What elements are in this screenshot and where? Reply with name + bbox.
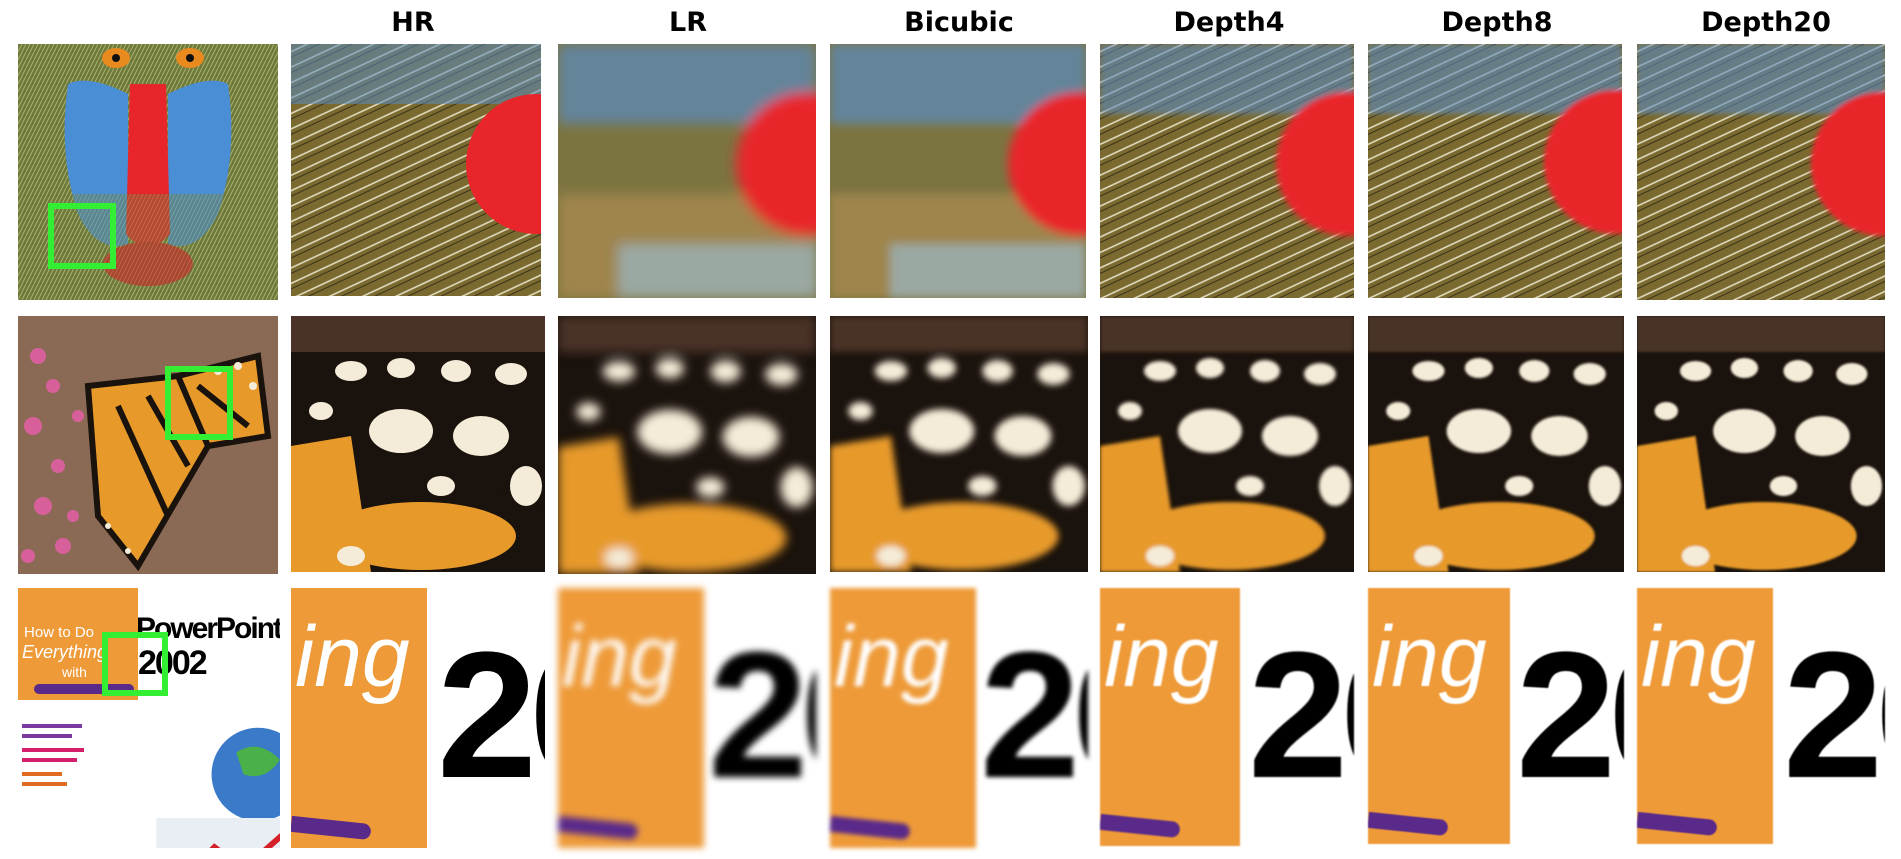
header-bicubic: Bicubic	[904, 6, 1014, 38]
crop-20-digits: 20	[1516, 615, 1624, 816]
crop-ing-text: ing	[834, 609, 949, 705]
mandrill-zoom-box	[48, 203, 116, 269]
crop-20-digits: 20	[708, 615, 816, 816]
butterfly-depth8-crop	[1368, 316, 1624, 572]
crop-ing-text: ing	[1641, 609, 1756, 705]
cover-depth8-crop: ing 20	[1368, 588, 1624, 844]
cover-title: PowerPoint	[136, 612, 280, 645]
cover-line1: How to Do	[24, 624, 95, 641]
crop-ing-text: ing	[1372, 609, 1487, 705]
butterfly-lr-crop	[558, 316, 816, 574]
crop-ing-text: ing	[1104, 609, 1219, 705]
cover-depth20-crop: ing 20	[1637, 588, 1885, 844]
header-lr: LR	[669, 6, 707, 38]
crop-ing-text: ing	[295, 609, 410, 705]
crop-20-digits: 20	[437, 615, 545, 816]
cover-lr-crop: ing 20	[558, 588, 816, 848]
mandrill-depth20-crop	[1637, 44, 1885, 300]
butterfly-hr-crop	[291, 316, 545, 572]
butterfly-depth4-crop	[1100, 316, 1354, 572]
cover-purple-swoosh	[34, 684, 134, 694]
butterfly-zoom-box	[165, 366, 233, 440]
cover-hr-crop: ing 20	[291, 588, 545, 848]
crop-20-digits: 20	[1248, 615, 1354, 816]
header-depth8: Depth8	[1441, 6, 1553, 38]
header-hr: HR	[391, 6, 435, 38]
cover-bullets	[22, 718, 92, 792]
mandrill-depth8-crop	[1368, 44, 1622, 298]
cover-orange-block	[18, 588, 138, 700]
cover-zoom-box	[102, 632, 168, 696]
mandrill-bicubic-crop	[830, 44, 1086, 298]
crop-20-digits: 20	[980, 615, 1088, 816]
mandrill-depth4-crop	[1100, 44, 1354, 298]
cover-line2: Everything	[22, 642, 108, 662]
crop-ing-text: ing	[562, 609, 677, 705]
cover-line3: with	[62, 664, 87, 680]
mandrill-lr-crop	[558, 44, 816, 298]
powerpoint-cover-source-image: How to Do Everything with PowerPoint 200…	[18, 588, 280, 848]
crop-20-digits: 20	[1783, 615, 1885, 816]
butterfly-source-image	[18, 316, 278, 574]
butterfly-bicubic-crop	[830, 316, 1088, 572]
cover-year: 2002	[138, 644, 208, 682]
butterfly-depth20-crop	[1637, 316, 1885, 572]
cover-depth4-crop: ing 20	[1100, 588, 1354, 846]
cover-bicubic-crop: ing 20	[830, 588, 1088, 848]
mandrill-hr-crop	[291, 44, 541, 296]
header-depth4: Depth4	[1173, 6, 1285, 38]
header-depth20: Depth20	[1701, 6, 1831, 38]
cover-illustration	[156, 727, 280, 848]
